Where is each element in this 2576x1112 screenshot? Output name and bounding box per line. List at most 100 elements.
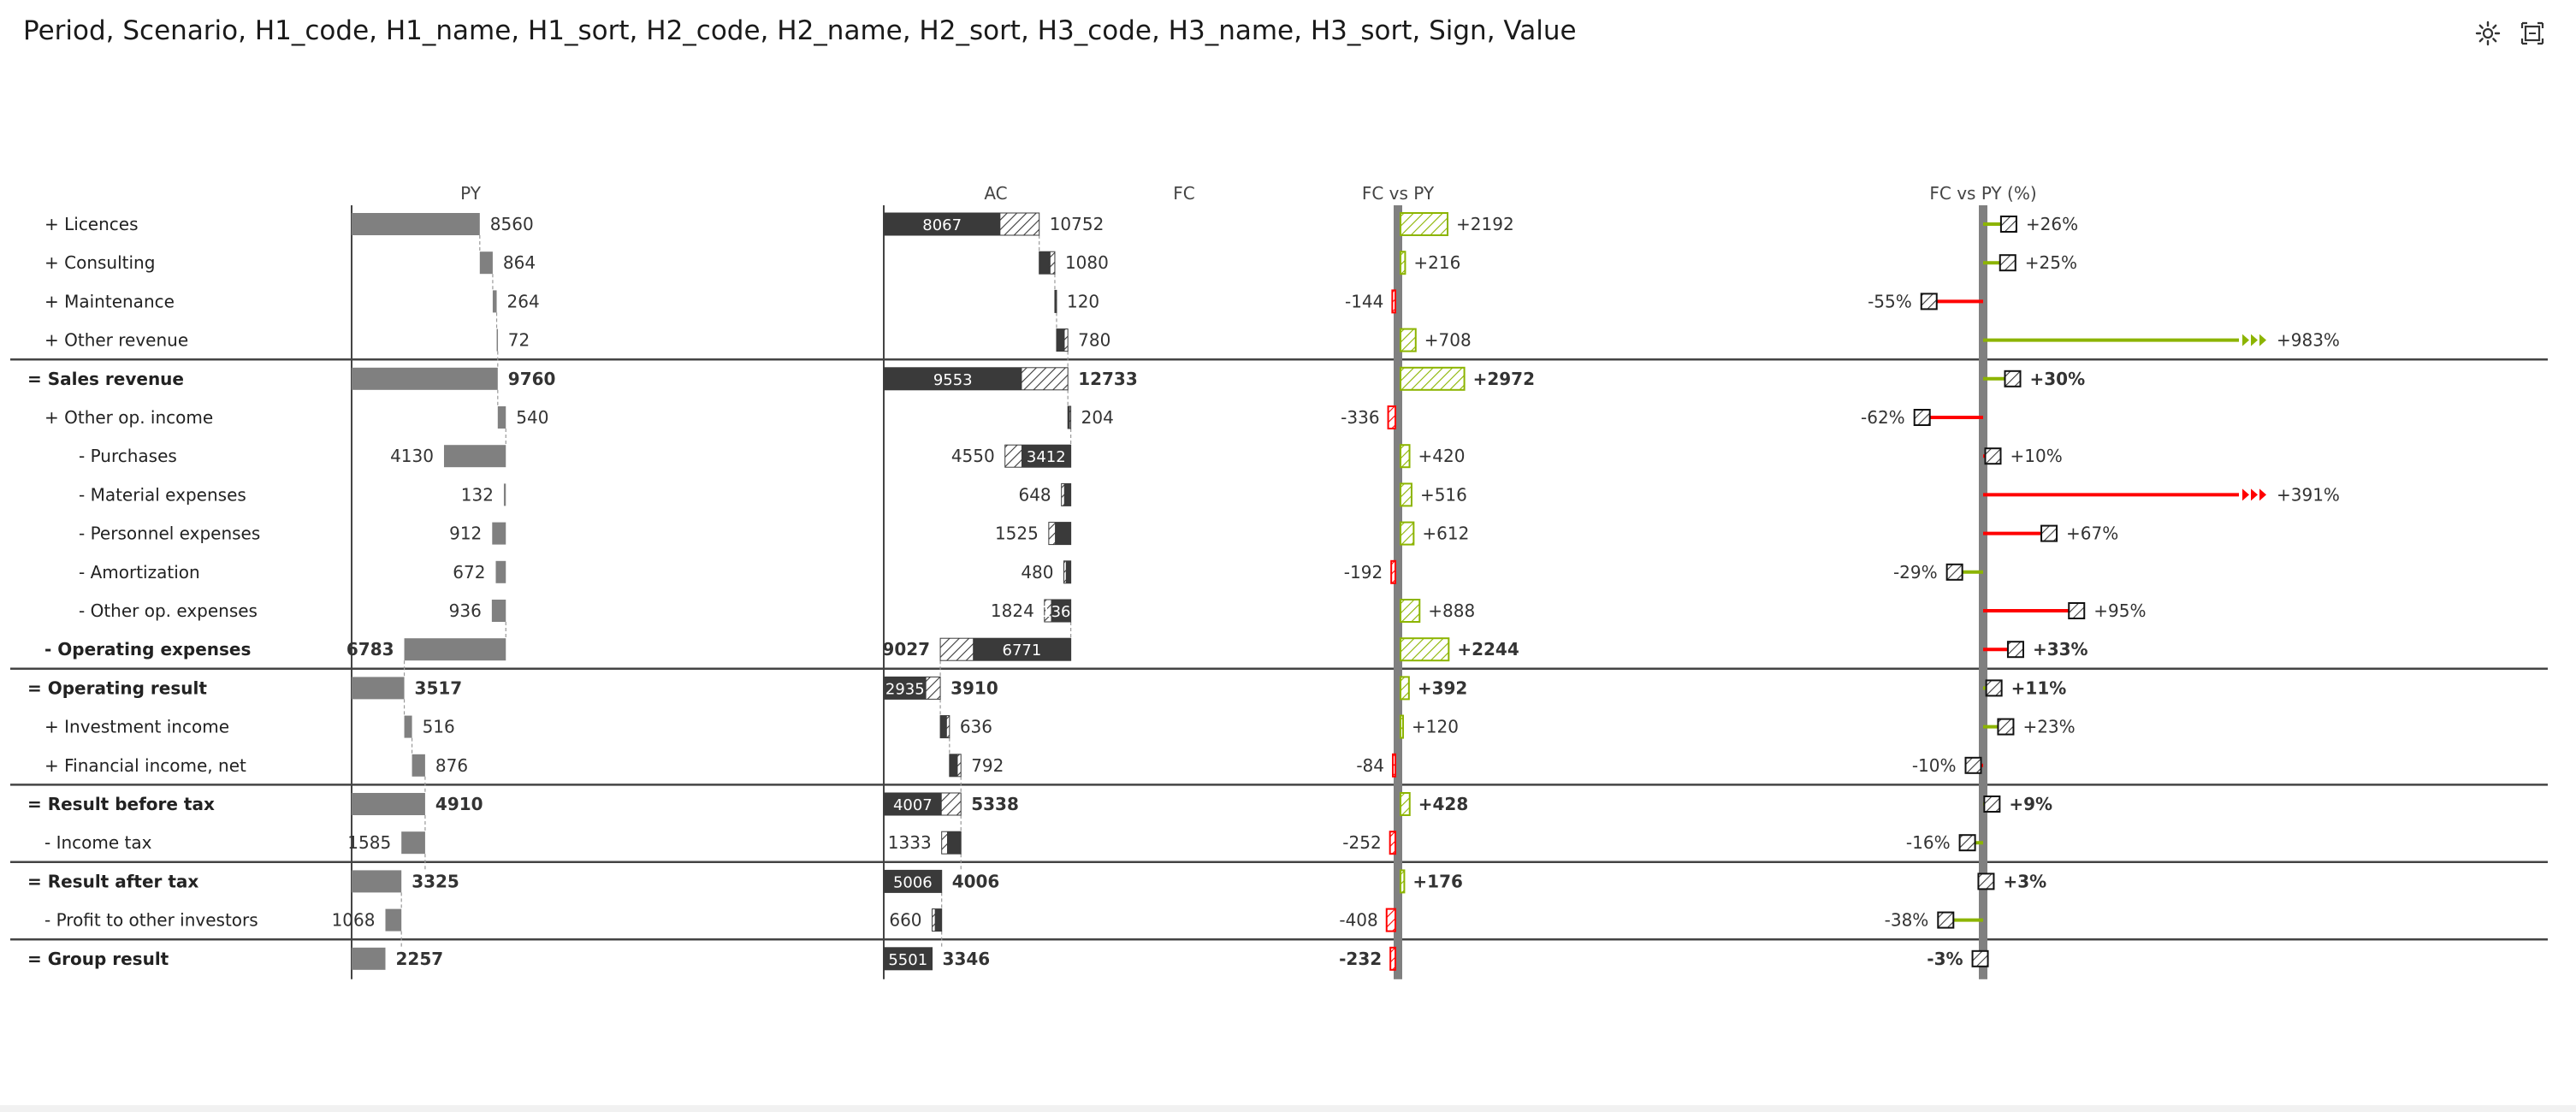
- settings-gear-icon[interactable]: [2473, 19, 2502, 48]
- ac-bar: [1055, 522, 1071, 545]
- delta-bar: [1390, 559, 1396, 584]
- delta-value-label: +708: [1424, 330, 1472, 351]
- fc-value-label: 3346: [943, 949, 991, 969]
- pct-pin-head: [1999, 254, 2016, 272]
- py-value-label: 264: [507, 291, 540, 311]
- pct-value-label: -10%: [1912, 755, 1957, 776]
- ac-bar: [1039, 251, 1051, 275]
- fc-value-label: 4006: [952, 871, 1000, 891]
- py-value-label: 936: [449, 600, 482, 621]
- py-bar: [352, 367, 498, 390]
- row-label: = Sales revenue: [27, 369, 184, 389]
- pct-pin-head: [1971, 949, 1989, 967]
- py-bar: [412, 754, 425, 777]
- column-header-fc: FC: [1173, 183, 1194, 204]
- delta-axis: [1394, 205, 1402, 979]
- ac-value-label: 3412: [1027, 448, 1066, 466]
- py-bar: [495, 560, 506, 583]
- row-label: = Group result: [27, 949, 169, 969]
- py-bar: [496, 328, 499, 352]
- py-value-label: 4910: [435, 794, 483, 814]
- row-label: + Other revenue: [44, 330, 188, 351]
- delta-bar: [1387, 405, 1397, 429]
- ac-bar: [1051, 600, 1071, 622]
- delta-bar: [1389, 946, 1396, 971]
- fc-value-label: 1525: [995, 523, 1039, 544]
- py-bar: [352, 947, 386, 970]
- pct-value-label: +9%: [2009, 794, 2052, 814]
- ac-bar: [884, 677, 927, 700]
- py-bar: [352, 793, 425, 815]
- py-value-label: 9760: [508, 369, 556, 389]
- overflow-arrow: [2242, 488, 2249, 501]
- row-label: = Result before tax: [27, 794, 215, 814]
- py-value-label: 4130: [390, 446, 434, 466]
- row-label: = Operating result: [27, 677, 207, 698]
- chart-title: Period, Scenario, H1_code, H1_name, H1_s…: [23, 15, 1577, 46]
- py-value-label: 672: [453, 562, 485, 583]
- delta-value-label: +2244: [1457, 639, 1519, 660]
- delta-value-label: +612: [1422, 523, 1469, 544]
- fc-value-label: 648: [1018, 484, 1051, 505]
- delta-value-label: +516: [1420, 484, 1467, 505]
- fc-value-label: 1333: [888, 832, 932, 853]
- row-label: + Maintenance: [44, 291, 175, 311]
- ac-value-label: 6771: [1003, 642, 1042, 660]
- py-bar: [503, 483, 506, 506]
- ac-value-label: 5006: [893, 873, 933, 891]
- ac-bar: [934, 908, 942, 932]
- pct-pin-head: [1984, 447, 2002, 465]
- column-header-delta-pct: FC vs PY (%): [1929, 183, 2036, 204]
- delta-bar: [1400, 599, 1421, 623]
- fc-value-label: 1080: [1065, 252, 1109, 273]
- delta-bar: [1400, 366, 1466, 391]
- row-label: - Operating expenses: [44, 639, 251, 660]
- pct-value-label: -16%: [1906, 832, 1951, 853]
- delta-bar: [1400, 676, 1410, 701]
- pct-value-label: +67%: [2066, 523, 2118, 544]
- pct-pin-head: [1958, 834, 1976, 852]
- ac-bar: [1054, 290, 1057, 313]
- row-label: - Income tax: [44, 832, 152, 853]
- delta-value-label: -144: [1345, 291, 1383, 311]
- pct-pin-head: [1913, 409, 1931, 426]
- fc-value-label: 12733: [1078, 369, 1138, 389]
- delta-bar: [1400, 521, 1415, 546]
- pct-pin-head: [1997, 718, 2015, 736]
- fc-value-label: 120: [1067, 291, 1099, 311]
- fc-value-label: 660: [889, 910, 921, 931]
- py-bar: [497, 406, 506, 429]
- column-header-py: PY: [460, 183, 482, 204]
- py-bar: [404, 715, 412, 738]
- focus-mode-icon[interactable]: [2518, 19, 2547, 48]
- pct-pin-head: [1920, 293, 1938, 311]
- ac-value-label: 9553: [933, 371, 973, 389]
- delta-bar: [1391, 289, 1397, 314]
- py-bar: [443, 445, 506, 468]
- pct-value-label: +10%: [2010, 446, 2063, 466]
- delta-bar: [1400, 637, 1450, 662]
- ac-bar: [884, 367, 1022, 390]
- fc-value-label: 5338: [971, 794, 1019, 814]
- pct-pin-head: [2004, 370, 2022, 387]
- delta-value-label: +392: [1418, 677, 1468, 698]
- ac-bar: [884, 213, 1001, 235]
- pct-pin-head: [2040, 524, 2058, 542]
- ac-value-label: 4007: [893, 796, 933, 814]
- delta-bar: [1400, 444, 1411, 469]
- delta-value-label: -408: [1339, 910, 1377, 931]
- py-value-label: 1068: [332, 910, 376, 931]
- pct-value-label: +25%: [2025, 252, 2077, 273]
- row-label: + Investment income: [44, 717, 229, 737]
- delta-bar: [1400, 212, 1449, 236]
- pct-pin-head: [1964, 756, 1982, 774]
- py-bar: [491, 600, 506, 622]
- pct-value-label: +3%: [2003, 871, 2046, 891]
- py-value-label: 132: [461, 484, 494, 505]
- py-bar: [352, 213, 480, 235]
- ac-bar: [973, 638, 1071, 661]
- py-bar: [352, 870, 402, 893]
- pct-value-label: +30%: [2030, 369, 2086, 389]
- delta-bar: [1400, 714, 1405, 739]
